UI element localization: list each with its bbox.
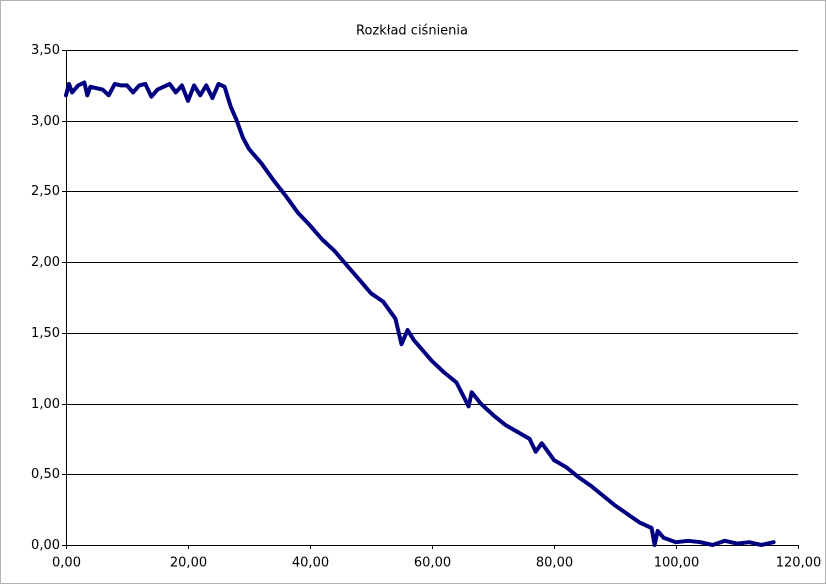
y-tick-label: 1,00 (31, 397, 60, 412)
x-tick-label: 80,00 (536, 556, 573, 571)
y-tick-label: 1,50 (31, 326, 60, 341)
data-line (64, 80, 776, 547)
x-tick-label: 100,00 (654, 556, 700, 571)
y-tick-label: 0,50 (31, 467, 60, 482)
x-tick-label: 60,00 (414, 556, 451, 571)
x-tick-label: 20,00 (170, 556, 207, 571)
x-tick-label: 120,00 (776, 556, 822, 571)
y-tick-label: 2,00 (31, 255, 60, 270)
y-tick-label: 3,50 (31, 43, 60, 58)
y-tick-label: 3,00 (31, 114, 60, 129)
chart-title: Rozkład ciśnienia (356, 24, 468, 39)
y-tick-label: 0,00 (31, 538, 60, 553)
x-tick-label: 40,00 (292, 556, 329, 571)
x-tick-label: 0,00 (52, 556, 81, 571)
y-tick-label: 2,50 (31, 184, 60, 199)
